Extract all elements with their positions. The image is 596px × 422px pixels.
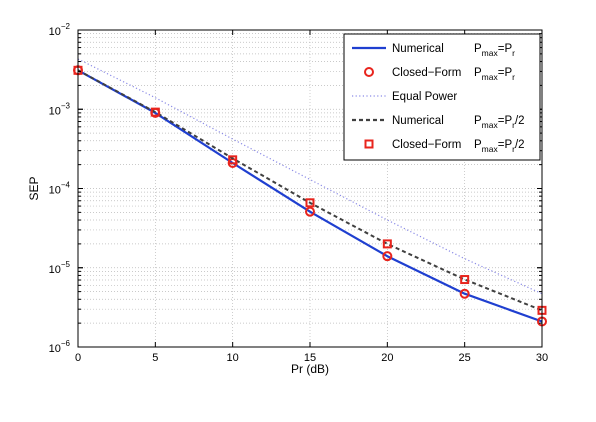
y-axis-label: SEP bbox=[27, 176, 41, 200]
x-axis-label: Pr (dB) bbox=[291, 362, 329, 376]
series-point bbox=[460, 275, 470, 285]
series-line bbox=[77, 69, 543, 323]
legend-condition: Pmax=Pr/2 bbox=[474, 139, 525, 154]
legend-condition: Pmax=Pr bbox=[474, 43, 515, 58]
legend-condition: Pmax=Pr/2 bbox=[474, 115, 525, 130]
x-tick-label: 25 bbox=[459, 352, 471, 364]
x-tick-label: 0 bbox=[75, 352, 81, 364]
x-tick-label: 30 bbox=[536, 352, 548, 364]
legend-box bbox=[343, 33, 541, 161]
legend-label: Numerical bbox=[392, 115, 444, 127]
legend-entry: Equal Power bbox=[352, 91, 457, 103]
series-3 bbox=[77, 69, 543, 312]
legend-entry: Closed−Form Pmax=Pr bbox=[364, 67, 515, 82]
series-point bbox=[382, 239, 392, 249]
series-point bbox=[228, 155, 238, 165]
series-line bbox=[77, 58, 543, 295]
legend-swatch bbox=[364, 67, 374, 77]
legend-label: Numerical bbox=[392, 43, 444, 55]
x-tick-label: 5 bbox=[152, 352, 158, 364]
legend: Numerical Pmax=Pr Closed−Form Pmax=Pr Equal … bbox=[343, 33, 541, 161]
series-0 bbox=[77, 69, 543, 323]
legend-swatch bbox=[364, 139, 374, 149]
legend-label: Closed−Form bbox=[392, 67, 461, 79]
series-point bbox=[150, 107, 160, 117]
axis-ticks: 0 5 10 15 20 25 30 10−6 10−5 10−4 10−3 10−2 bbox=[49, 22, 549, 364]
series-line bbox=[77, 69, 543, 312]
y-tick-label: 10−4 bbox=[49, 181, 71, 197]
y-tick-label: 10−3 bbox=[49, 101, 71, 117]
legend-label: Equal Power bbox=[392, 91, 457, 103]
x-tick-label: 20 bbox=[381, 352, 393, 364]
legend-condition: Pmax=Pr bbox=[474, 67, 515, 82]
x-tick-label: 15 bbox=[304, 352, 316, 364]
legend-entry: Numerical Pmax=Pr/2 bbox=[352, 115, 525, 130]
y-tick-label: 10−5 bbox=[49, 260, 71, 276]
legend-entry: Closed−Form Pmax=Pr/2 bbox=[364, 139, 525, 154]
series-point bbox=[382, 251, 393, 262]
legend-entry: Numerical Pmax=Pr bbox=[352, 43, 515, 58]
legend-label: Closed−Form bbox=[392, 139, 461, 151]
x-tick-label: 10 bbox=[227, 352, 239, 364]
series-point bbox=[305, 198, 315, 208]
y-tick-label: 10−6 bbox=[49, 339, 71, 355]
series-2 bbox=[77, 58, 543, 295]
y-tick-label: 10−2 bbox=[49, 22, 71, 38]
series-point bbox=[459, 288, 470, 299]
series-point bbox=[305, 206, 315, 217]
